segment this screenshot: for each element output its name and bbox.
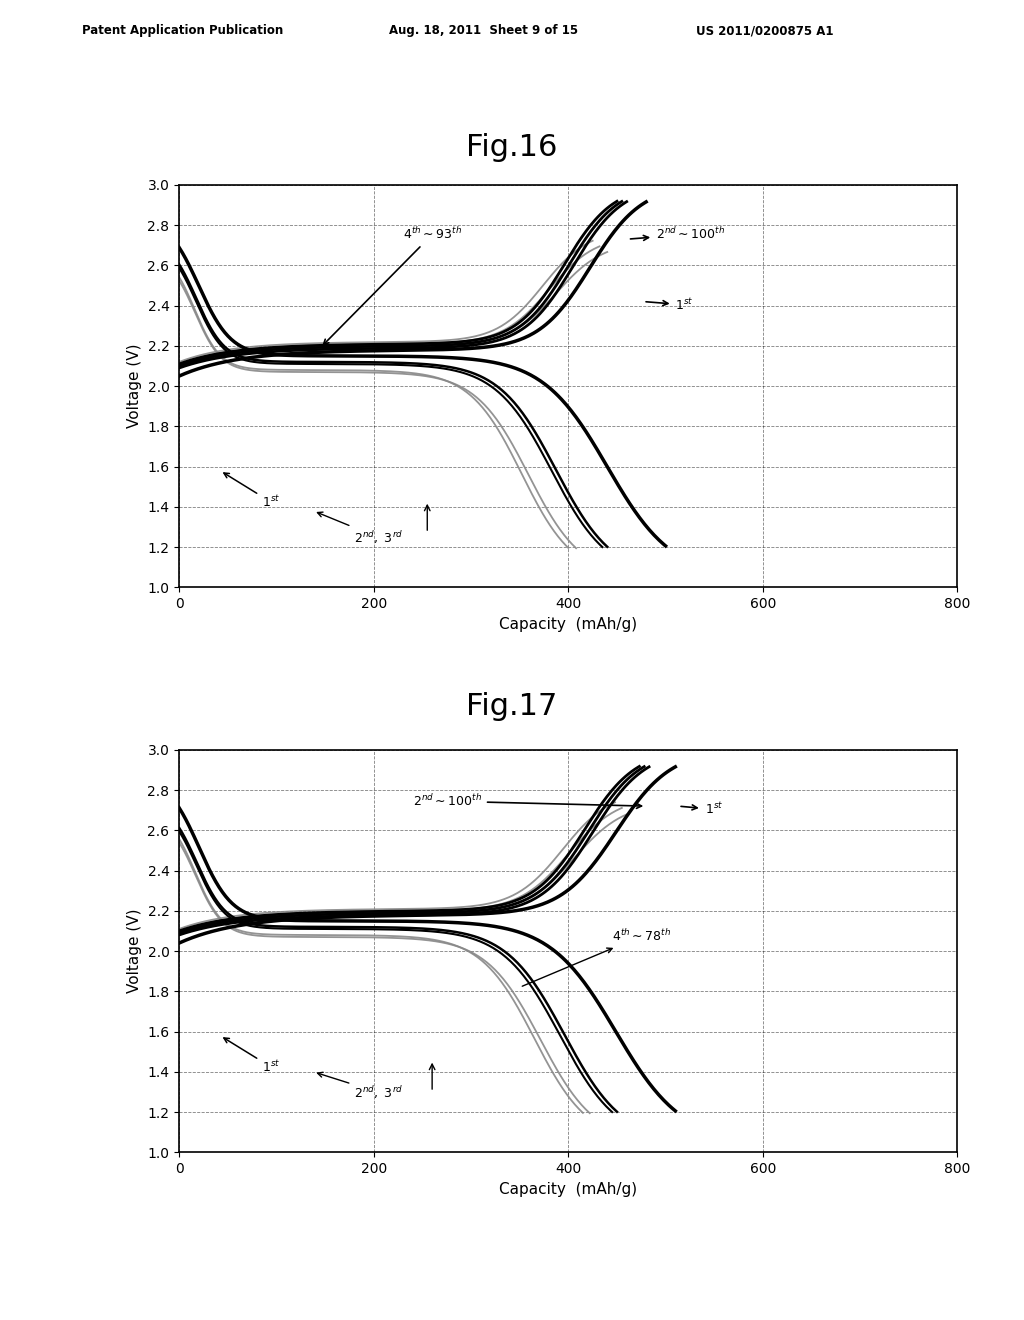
X-axis label: Capacity  (mAh/g): Capacity (mAh/g) <box>500 616 637 632</box>
Text: $1^{st}$: $1^{st}$ <box>224 473 281 510</box>
Text: $1^{st}$: $1^{st}$ <box>646 297 693 313</box>
Text: $1^{st}$: $1^{st}$ <box>681 801 723 817</box>
Text: US 2011/0200875 A1: US 2011/0200875 A1 <box>696 24 834 37</box>
Text: $2^{nd}{\sim}100^{th}$: $2^{nd}{\sim}100^{th}$ <box>631 226 725 242</box>
X-axis label: Capacity  (mAh/g): Capacity (mAh/g) <box>500 1181 637 1197</box>
Text: Fig.16: Fig.16 <box>466 133 558 162</box>
Text: $2^{nd},\ 3^{rd}$: $2^{nd},\ 3^{rd}$ <box>317 1072 403 1101</box>
Text: $2^{nd},\ 3^{rd}$: $2^{nd},\ 3^{rd}$ <box>317 512 403 546</box>
Y-axis label: Voltage (V): Voltage (V) <box>127 908 141 994</box>
Text: Aug. 18, 2011  Sheet 9 of 15: Aug. 18, 2011 Sheet 9 of 15 <box>389 24 579 37</box>
Text: Patent Application Publication: Patent Application Publication <box>82 24 284 37</box>
Text: $4^{th}{\sim}78^{th}$: $4^{th}{\sim}78^{th}$ <box>522 928 672 986</box>
Text: $4^{th}{\sim}93^{th}$: $4^{th}{\sim}93^{th}$ <box>324 226 462 345</box>
Text: $1^{st}$: $1^{st}$ <box>224 1038 281 1074</box>
Text: Fig.17: Fig.17 <box>466 693 558 722</box>
Y-axis label: Voltage (V): Voltage (V) <box>127 343 141 429</box>
Text: $2^{nd}{\sim}100^{th}$: $2^{nd}{\sim}100^{th}$ <box>413 793 641 809</box>
